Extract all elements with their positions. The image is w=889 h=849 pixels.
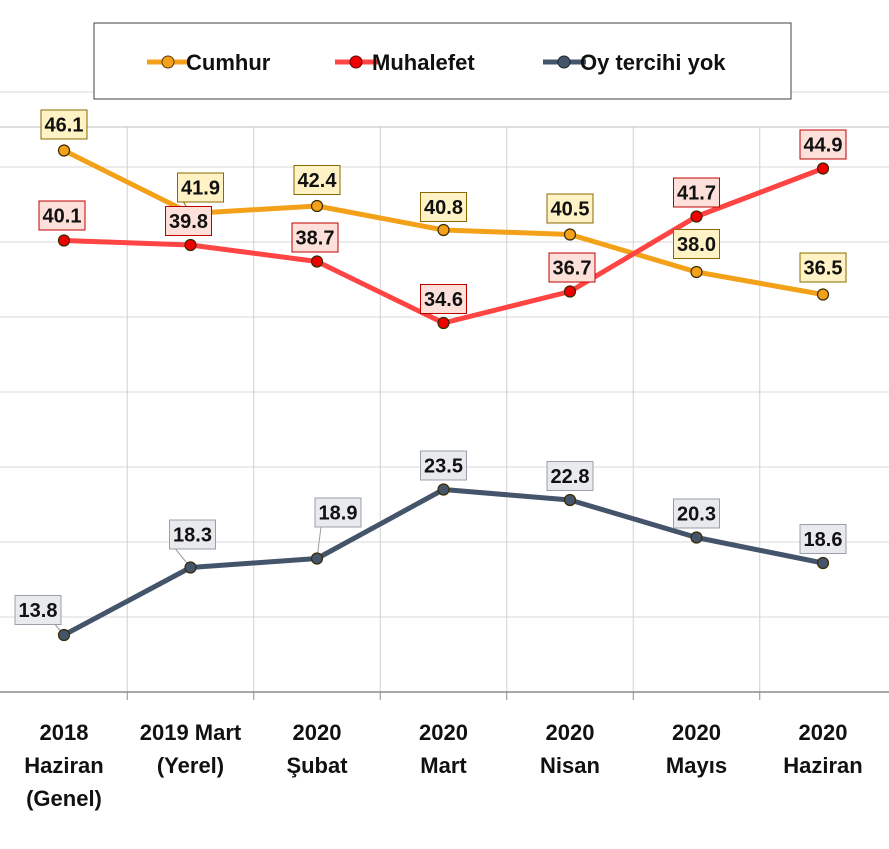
x-tick-label: Haziran — [24, 753, 103, 778]
data-label-cumhur: 42.4 — [298, 170, 338, 192]
data-label-box-oy-tercihi-yok — [169, 519, 216, 550]
x-tick-label: 2018 — [40, 720, 89, 745]
data-label-cumhur: 38.0 — [677, 234, 716, 256]
data-label-box-cumhur — [546, 193, 594, 224]
data-point-muhalefet — [310, 255, 324, 268]
data-label-oy-tercihi-yok: 18.9 — [319, 503, 358, 525]
x-tick-label: Mayıs — [666, 753, 727, 778]
data-label-box-muhalefet — [420, 284, 467, 314]
data-label-box-cumhur — [420, 192, 467, 222]
x-tick-label: 2019 Mart — [140, 720, 242, 745]
data-label-box-cumhur — [177, 172, 224, 203]
data-point-oy-tercihi-yok — [690, 531, 703, 544]
data-label-box-oy-tercihi-yok — [14, 595, 62, 625]
data-point-oy-tercihi-yok — [563, 493, 577, 507]
data-label-muhalefet: 39.8 — [169, 211, 208, 233]
data-label-box-oy-tercihi-yok — [799, 524, 847, 554]
legend-entry-muhalefet: Muhalefet — [335, 50, 475, 75]
legend-marker-oy-tercihi-yok — [557, 55, 571, 69]
x-tick-label: 2020 — [546, 720, 595, 745]
data-label-cumhur: 46.1 — [45, 115, 84, 137]
x-axis-labels: 2018 Haziran (Genel) 2019 Mart (Yerel) 2020 Şu… — [24, 720, 862, 811]
data-label-muhalefet: 41.7 — [677, 183, 716, 205]
data-point-cumhur — [437, 223, 450, 237]
data-label-box-muhalefet — [673, 177, 720, 208]
data-point-cumhur — [816, 288, 830, 301]
legend-marker-cumhur — [161, 55, 175, 69]
data-label-oy-tercihi-yok: 18.6 — [804, 529, 843, 551]
x-tick-label: 2020 — [419, 720, 468, 745]
data-label-oy-tercihi-yok: 20.3 — [677, 504, 716, 526]
data-point-muhalefet — [437, 316, 450, 330]
x-tick-label: Haziran — [783, 753, 862, 778]
series-markers — [57, 144, 830, 642]
x-tick-label: Mart — [420, 753, 467, 778]
data-label-muhalefet: 38.7 — [296, 228, 335, 250]
x-tick-label: 2020 — [799, 720, 848, 745]
data-label-box-muhalefet — [799, 129, 847, 160]
data-label-cumhur: 40.8 — [424, 197, 463, 219]
data-point-oy-tercihi-yok — [184, 561, 197, 574]
legend-label-cumhur: Cumhur — [186, 50, 271, 75]
data-label-cumhur: 40.5 — [551, 199, 590, 221]
x-tick-label: 2020 — [672, 720, 721, 745]
data-label-oy-tercihi-yok: 23.5 — [424, 456, 463, 478]
legend-label-muhalefet: Muhalefet — [372, 50, 475, 75]
data-label-oy-tercihi-yok: 13.8 — [19, 600, 58, 622]
data-label-box-oy-tercihi-yok — [314, 497, 362, 528]
legend: Cumhur Muhalefet Oy tercihi yok — [93, 22, 792, 100]
data-label-box-cumhur — [293, 165, 341, 195]
legend-label-oy-tercihi-yok: Oy tercihi yok — [580, 50, 726, 75]
data-point-cumhur — [690, 265, 703, 279]
data-point-oy-tercihi-yok — [437, 483, 450, 496]
data-label-muhalefet: 44.9 — [804, 135, 843, 157]
data-label-box-cumhur — [799, 252, 847, 283]
data-point-muhalefet — [184, 238, 197, 252]
data-label-box-muhalefet — [291, 222, 339, 253]
data-label-box-muhalefet — [165, 206, 212, 236]
x-tick-label: (Yerel) — [157, 753, 224, 778]
data-point-oy-tercihi-yok — [816, 556, 830, 570]
data-point-muhalefet — [690, 210, 703, 223]
x-axis-ticks — [126, 692, 761, 700]
legend-entry-oy-tercihi-yok: Oy tercihi yok — [543, 50, 726, 75]
legend-box — [93, 22, 792, 100]
data-label-cumhur: 36.5 — [804, 258, 843, 280]
data-point-oy-tercihi-yok — [57, 628, 71, 642]
data-label-box-oy-tercihi-yok — [673, 498, 720, 529]
x-tick-label: (Genel) — [26, 786, 102, 811]
legend-marker-muhalefet — [349, 55, 363, 69]
data-label-muhalefet: 36.7 — [553, 258, 592, 280]
data-point-muhalefet — [816, 162, 830, 175]
data-label-box-oy-tercihi-yok — [546, 461, 594, 491]
data-label-muhalefet: 40.1 — [43, 206, 82, 228]
data-point-oy-tercihi-yok — [310, 552, 324, 565]
data-label-box-cumhur — [40, 109, 88, 140]
x-tick-label: Nisan — [540, 753, 600, 778]
data-label-oy-tercihi-yok: 22.8 — [551, 466, 590, 488]
data-point-cumhur — [563, 228, 577, 241]
data-label-box-cumhur — [673, 229, 720, 259]
data-point-muhalefet — [57, 234, 71, 247]
data-label-muhalefet: 34.6 — [424, 289, 463, 311]
data-point-muhalefet — [563, 285, 577, 298]
data-label-box-oy-tercihi-yok — [420, 450, 467, 481]
legend-entry-cumhur: Cumhur — [147, 50, 271, 75]
data-labels: 46.1 41.9 42.4 40.8 40.5 38.0 36.5 40.1 39.8 38.7… — [14, 109, 847, 625]
x-tick-label: 2020 — [293, 720, 342, 745]
data-point-cumhur — [57, 144, 71, 157]
data-label-oy-tercihi-yok: 18.3 — [173, 525, 212, 547]
data-label-box-muhalefet — [548, 252, 596, 283]
x-tick-label: Şubat — [286, 753, 348, 778]
data-label-cumhur: 41.9 — [181, 178, 220, 200]
data-point-cumhur — [310, 199, 324, 213]
data-label-box-muhalefet — [38, 200, 86, 231]
